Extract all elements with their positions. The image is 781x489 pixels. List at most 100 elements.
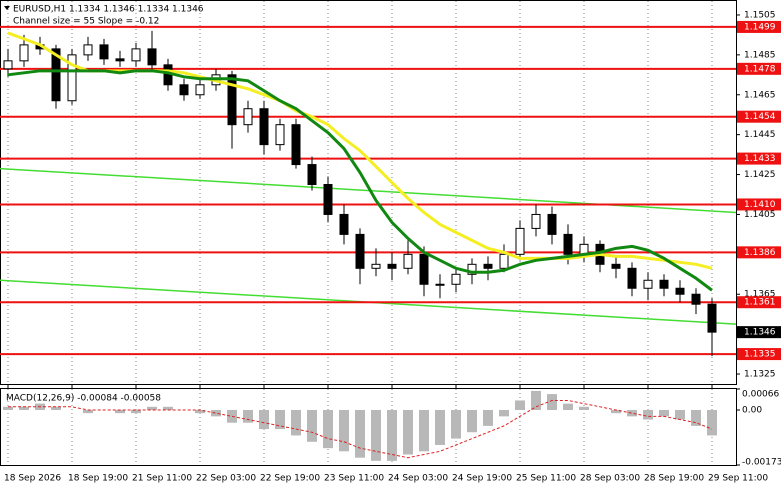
candle-body	[547, 213, 557, 235]
level-label: 1.1361	[744, 298, 776, 308]
candle-body	[339, 213, 349, 235]
macd-bar	[163, 406, 173, 410]
chart-subtitle: Channel size = 55 Slope = -0.12	[13, 17, 159, 27]
candle-body	[195, 84, 205, 96]
candle-body	[227, 74, 237, 126]
candle-body	[707, 303, 717, 333]
candle-body	[675, 287, 685, 295]
level-label-box	[737, 152, 781, 165]
candle-body	[83, 44, 93, 56]
x-tick-label: 29 Sep 11:00	[708, 474, 768, 484]
candle-body	[147, 48, 157, 66]
x-tick-label: 28 Sep 03:00	[580, 474, 640, 484]
x-tick-label: 23 Sep 11:00	[324, 474, 384, 484]
candle-body	[99, 44, 109, 60]
candle-body	[451, 273, 461, 285]
candle-body	[259, 108, 269, 146]
macd-bar	[371, 409, 381, 461]
x-tick-label: 28 Sep 19:00	[644, 474, 704, 484]
macd-bar	[627, 409, 637, 417]
candle-body	[419, 253, 429, 285]
macd-bar	[467, 409, 477, 433]
y-tick-label: 1.1365	[744, 290, 776, 300]
candle-body	[515, 227, 525, 255]
macd-tick-label: 0.00066	[742, 390, 779, 400]
macd-bar	[355, 409, 365, 458]
macd-bar	[227, 409, 237, 423]
candle-body	[115, 58, 125, 62]
candle-body	[403, 253, 413, 269]
y-tick-label: 1.1505	[744, 10, 776, 20]
candle-body	[691, 293, 701, 305]
level-label-box	[737, 246, 781, 259]
macd-bar	[515, 400, 525, 410]
candle-body	[355, 233, 365, 269]
macd-bar	[131, 409, 141, 414]
macd-bar	[147, 406, 157, 410]
macd-bar	[83, 409, 93, 414]
candle-body	[435, 283, 445, 286]
macd-bar	[19, 406, 29, 410]
candle-body	[627, 267, 637, 289]
macd-bar	[611, 409, 621, 414]
macd-bar	[691, 409, 701, 426]
candle-body	[3, 60, 13, 70]
level-label-box	[737, 20, 781, 33]
y-tick-label: 1.1325	[744, 370, 776, 380]
macd-bar	[323, 409, 333, 449]
candle-body	[611, 263, 621, 269]
macd-signal	[8, 399, 713, 459]
y-tick-label: 1.1485	[744, 50, 776, 60]
macd-bar	[51, 406, 61, 410]
candle-body	[483, 263, 493, 269]
moving-average	[7, 69, 713, 292]
y-tick-label: 1.1425	[744, 170, 776, 180]
macd-tick-label: -0.00173	[742, 458, 781, 468]
x-tick-label: 18 Sep 19:00	[68, 474, 128, 484]
level-label: 1.1454	[744, 112, 776, 122]
candle-body	[531, 213, 541, 229]
main-panel	[0, 0, 737, 385]
macd-bar	[275, 409, 285, 430]
candle-body	[467, 263, 477, 275]
candle-body	[131, 48, 141, 62]
menu-marker	[4, 6, 10, 10]
macd-bar	[115, 409, 125, 414]
level-label-box	[737, 296, 781, 309]
macd-bar	[259, 409, 269, 430]
level-label: 1.1386	[744, 248, 776, 258]
macd-bar	[291, 409, 301, 436]
macd-bar	[547, 394, 557, 410]
candle-body	[179, 84, 189, 96]
x-tick-label: 25 Sep 11:00	[516, 474, 576, 484]
last-price-box	[737, 326, 781, 339]
macd-bar	[675, 409, 685, 420]
level-label: 1.1433	[744, 154, 776, 164]
macd-bar	[243, 409, 253, 423]
macd-bar	[579, 406, 589, 410]
level-label: 1.1499	[744, 22, 776, 32]
candle-body	[563, 233, 573, 255]
x-tick-label: 22 Sep 03:00	[196, 474, 256, 484]
macd-bar	[643, 409, 653, 420]
macd-bar	[451, 409, 461, 439]
y-tick-label: 1.1405	[744, 210, 776, 220]
x-tick-label: 22 Sep 19:00	[260, 474, 320, 484]
last-price-label: 1.1346	[744, 328, 776, 338]
macd-bar	[419, 409, 429, 452]
level-label-box	[737, 198, 781, 211]
level-label: 1.1478	[744, 64, 776, 74]
macd-bar	[531, 390, 541, 410]
macd-panel	[0, 388, 737, 466]
macd-tick-label: 0.00	[742, 405, 762, 415]
macd-title: MACD(12,26,9) -0.00084 -0.00058	[6, 394, 161, 404]
candle-body	[499, 253, 509, 269]
level-label: 1.1410	[744, 200, 776, 210]
x-tick-label: 24 Sep 03:00	[388, 474, 448, 484]
candle-body	[275, 124, 285, 146]
level-label-box	[737, 110, 781, 123]
x-tick-label: 18 Sep 2026	[4, 474, 61, 484]
